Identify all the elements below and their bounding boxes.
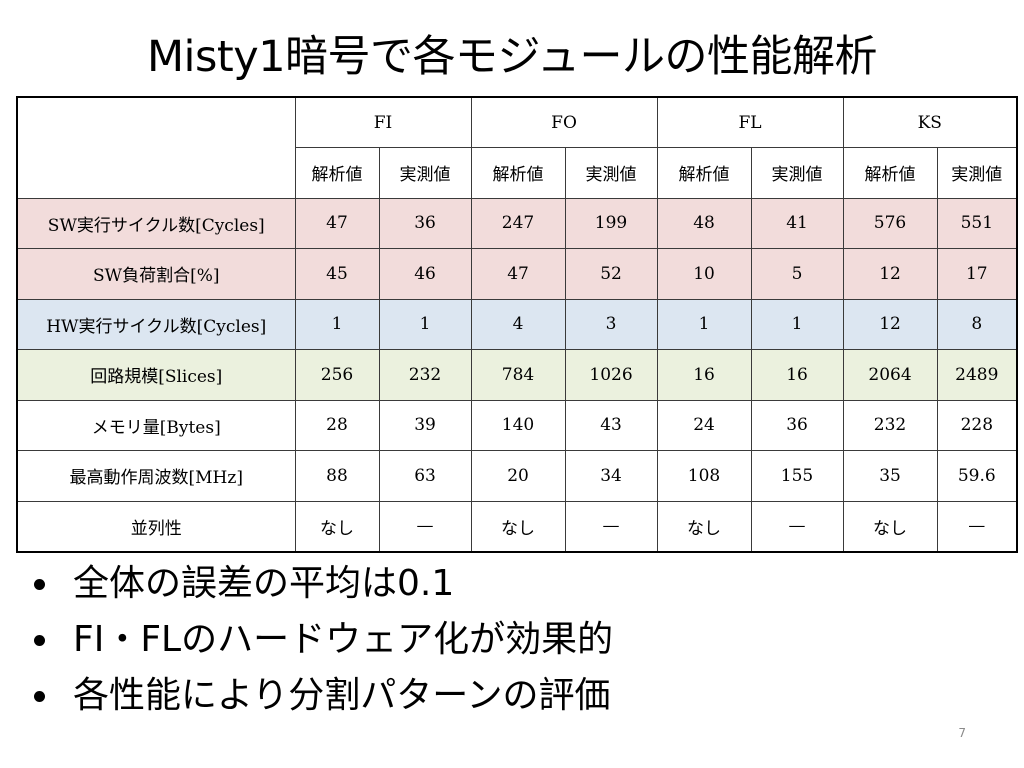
- bullet-dot-icon: [34, 578, 45, 590]
- table-cell: 247: [470, 197, 566, 249]
- table-cell: 1: [294, 298, 380, 350]
- subheader-analysis: 解析値: [294, 147, 380, 199]
- table-cell: 155: [750, 450, 844, 502]
- bullet-text: 各性能により分割パターンの評価: [73, 675, 611, 716]
- table-cell: 45: [294, 248, 380, 300]
- table-row-max-frequency: 最高動作周波数[MHz] 88 63 20 34 108 155 35 59.6: [16, 450, 1018, 502]
- subheader-measured: 実測値: [936, 147, 1018, 199]
- table-cell: 46: [378, 248, 472, 300]
- table-cell: 59.6: [936, 450, 1018, 502]
- table-cell: 232: [378, 349, 472, 401]
- bullet-list: 全体の誤差の平均は0.1 FI・FLのハードウェア化が効果的 各性能により分割パ…: [26, 556, 613, 724]
- table-cell: 16: [750, 349, 844, 401]
- row-label: HW実行サイクル数[Cycles]: [16, 298, 296, 350]
- subheader-measured: 実測値: [564, 147, 658, 199]
- table-cell: —: [378, 500, 472, 552]
- bullet-item: FI・FLのハードウェア化が効果的: [26, 612, 613, 668]
- table-cell: 63: [378, 450, 472, 502]
- subheader-analysis: 解析値: [656, 147, 752, 199]
- table-cell: 108: [656, 450, 752, 502]
- table-cell: 5: [750, 248, 844, 300]
- table-cell: 232: [842, 399, 938, 451]
- table-cell: 16: [656, 349, 752, 401]
- subheader-analysis: 解析値: [842, 147, 938, 199]
- bullet-item: 全体の誤差の平均は0.1: [26, 556, 613, 612]
- table-cell: 88: [294, 450, 380, 502]
- table-cell: —: [564, 500, 658, 552]
- table-cell: 4: [470, 298, 566, 350]
- header-module-fl: FL: [656, 96, 844, 148]
- table-cell: なし: [294, 500, 380, 552]
- header-row-modules: FI FO FL KS: [16, 96, 1018, 199]
- table-cell: 1: [750, 298, 844, 350]
- row-label: SW負荷割合[%]: [16, 248, 296, 300]
- table-cell: 140: [470, 399, 566, 451]
- header-row-subheaders: 解析値 実測値 解析値 実測値 解析値 実測値 解析値 実測値: [17, 147, 1018, 199]
- table-cell: 228: [936, 399, 1018, 451]
- table-cell: 43: [564, 399, 658, 451]
- table-cell: 10: [656, 248, 752, 300]
- table-cell: 1: [656, 298, 752, 350]
- table-cell: 1026: [564, 349, 658, 401]
- bullet-dot-icon: [34, 690, 45, 702]
- table-cell: 36: [750, 399, 844, 451]
- table-cell: 24: [656, 399, 752, 451]
- row-label: 最高動作周波数[MHz]: [16, 450, 296, 502]
- row-label: メモリ量[Bytes]: [16, 399, 296, 451]
- subheader-measured: 実測値: [750, 147, 844, 199]
- table-cell: なし: [656, 500, 752, 552]
- table-cell: 39: [378, 399, 472, 451]
- table-cell: 36: [378, 197, 472, 249]
- page-number: 7: [958, 726, 966, 740]
- subheader-measured: 実測値: [378, 147, 472, 199]
- table-row-sw-cycles: SW実行サイクル数[Cycles] 47 36 247 199 48 41 57…: [16, 197, 1018, 249]
- table-cell: 47: [294, 197, 380, 249]
- table-cell: なし: [470, 500, 566, 552]
- table-row-hw-cycles: HW実行サイクル数[Cycles] 1 1 4 3 1 1 12 8: [16, 298, 1018, 350]
- row-label: 並列性: [16, 500, 296, 552]
- table-cell: 41: [750, 197, 844, 249]
- table-cell: 28: [294, 399, 380, 451]
- table-cell: 2064: [842, 349, 938, 401]
- row-label: 回路規模[Slices]: [16, 349, 296, 401]
- table-cell: 3: [564, 298, 658, 350]
- table-cell: 17: [936, 248, 1018, 300]
- table-cell: 551: [936, 197, 1018, 249]
- table-cell: 8: [936, 298, 1018, 350]
- table-row-parallelism: 並列性 なし — なし — なし — なし —: [16, 500, 1018, 552]
- table-cell: 12: [842, 248, 938, 300]
- subheader-analysis: 解析値: [470, 147, 566, 199]
- bullet-dot-icon: [34, 634, 45, 646]
- table-cell: 20: [470, 450, 566, 502]
- table-cell: 52: [564, 248, 658, 300]
- table-cell: 35: [842, 450, 938, 502]
- table-cell: 48: [656, 197, 752, 249]
- slide-title: Misty1暗号で各モジュールの性能解析: [146, 32, 878, 82]
- table-cell: 256: [294, 349, 380, 401]
- header-module-fi: FI: [294, 96, 472, 148]
- performance-table: FI FO FL KS 解析値 実測値 解析値 実測値 解析値 実測値 解析値 …: [16, 96, 1019, 553]
- table-row-sw-load: SW負荷割合[%] 45 46 47 52 10 5 12 17: [16, 248, 1018, 300]
- bullet-text: 全体の誤差の平均は0.1: [73, 563, 455, 604]
- table-cell: 12: [842, 298, 938, 350]
- table-row-memory: メモリ量[Bytes] 28 39 140 43 24 36 232 228: [16, 399, 1018, 451]
- bullet-text: FI・FLのハードウェア化が効果的: [73, 619, 614, 660]
- bullet-item: 各性能により分割パターンの評価: [26, 668, 613, 724]
- table-cell: 34: [564, 450, 658, 502]
- header-module-fo: FO: [470, 96, 658, 148]
- table-cell: なし: [842, 500, 938, 552]
- table-cell: 1: [378, 298, 472, 350]
- table-row-circuit-size: 回路規模[Slices] 256 232 784 1026 16 16 2064…: [16, 349, 1018, 401]
- table-cell: —: [750, 500, 844, 552]
- header-module-ks: KS: [842, 96, 1018, 148]
- table-cell: 199: [564, 197, 658, 249]
- row-label: SW実行サイクル数[Cycles]: [16, 197, 296, 249]
- table-cell: 784: [470, 349, 566, 401]
- table-cell: 47: [470, 248, 566, 300]
- table-cell: —: [936, 500, 1018, 552]
- header-corner-cell: [16, 96, 296, 199]
- table-cell: 2489: [936, 349, 1018, 401]
- table-cell: 576: [842, 197, 938, 249]
